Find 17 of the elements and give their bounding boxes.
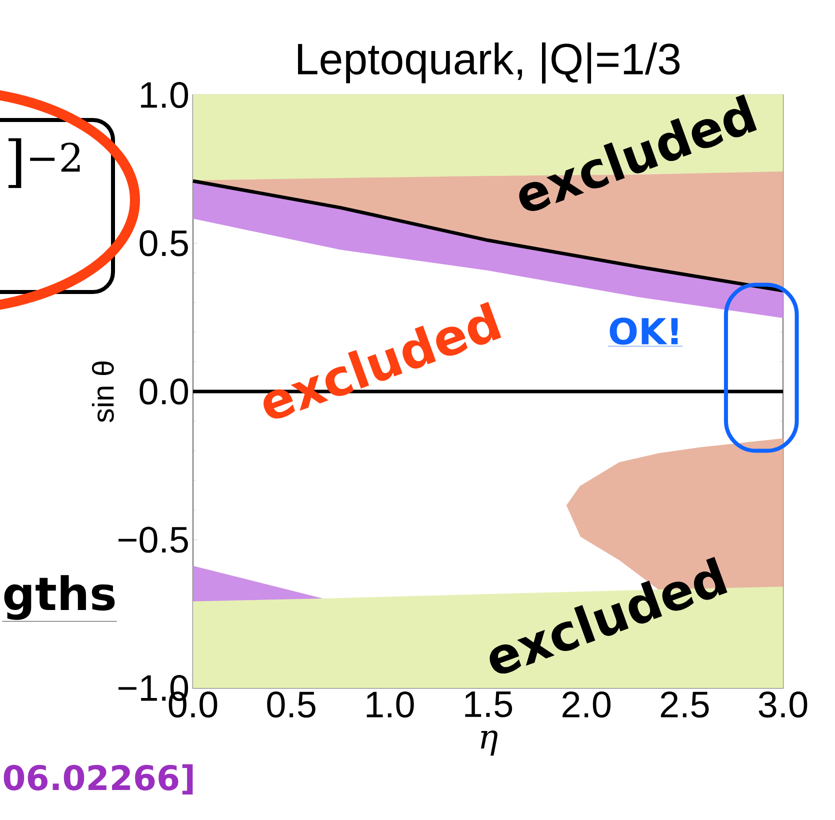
y-axis-title: sin θ [92,362,114,422]
x-tick-label: 0.5 [267,692,316,718]
y-tick-label: 0.5 [140,230,188,256]
chart-title: Leptoquark, |Q|=1/3 [298,42,680,84]
x-tick-label: 1.0 [366,692,414,718]
x-axis-title: η [480,730,498,756]
y-tick-label: −0.5 [118,526,188,553]
y-tick-label: 0.0 [140,378,188,405]
x-tick-label: 1.5 [465,692,512,718]
x-tick-label: 2.0 [562,692,611,718]
annotation: OK! [610,318,678,345]
x-tick-label: 2.5 [660,692,709,718]
y-tick-label: 1.0 [141,82,188,108]
text: gths [4,575,115,620]
x-tick-label: 3.0 [758,692,808,718]
text: 06.02266] [4,764,193,794]
text: ]$^{−2}$ [8,138,80,188]
